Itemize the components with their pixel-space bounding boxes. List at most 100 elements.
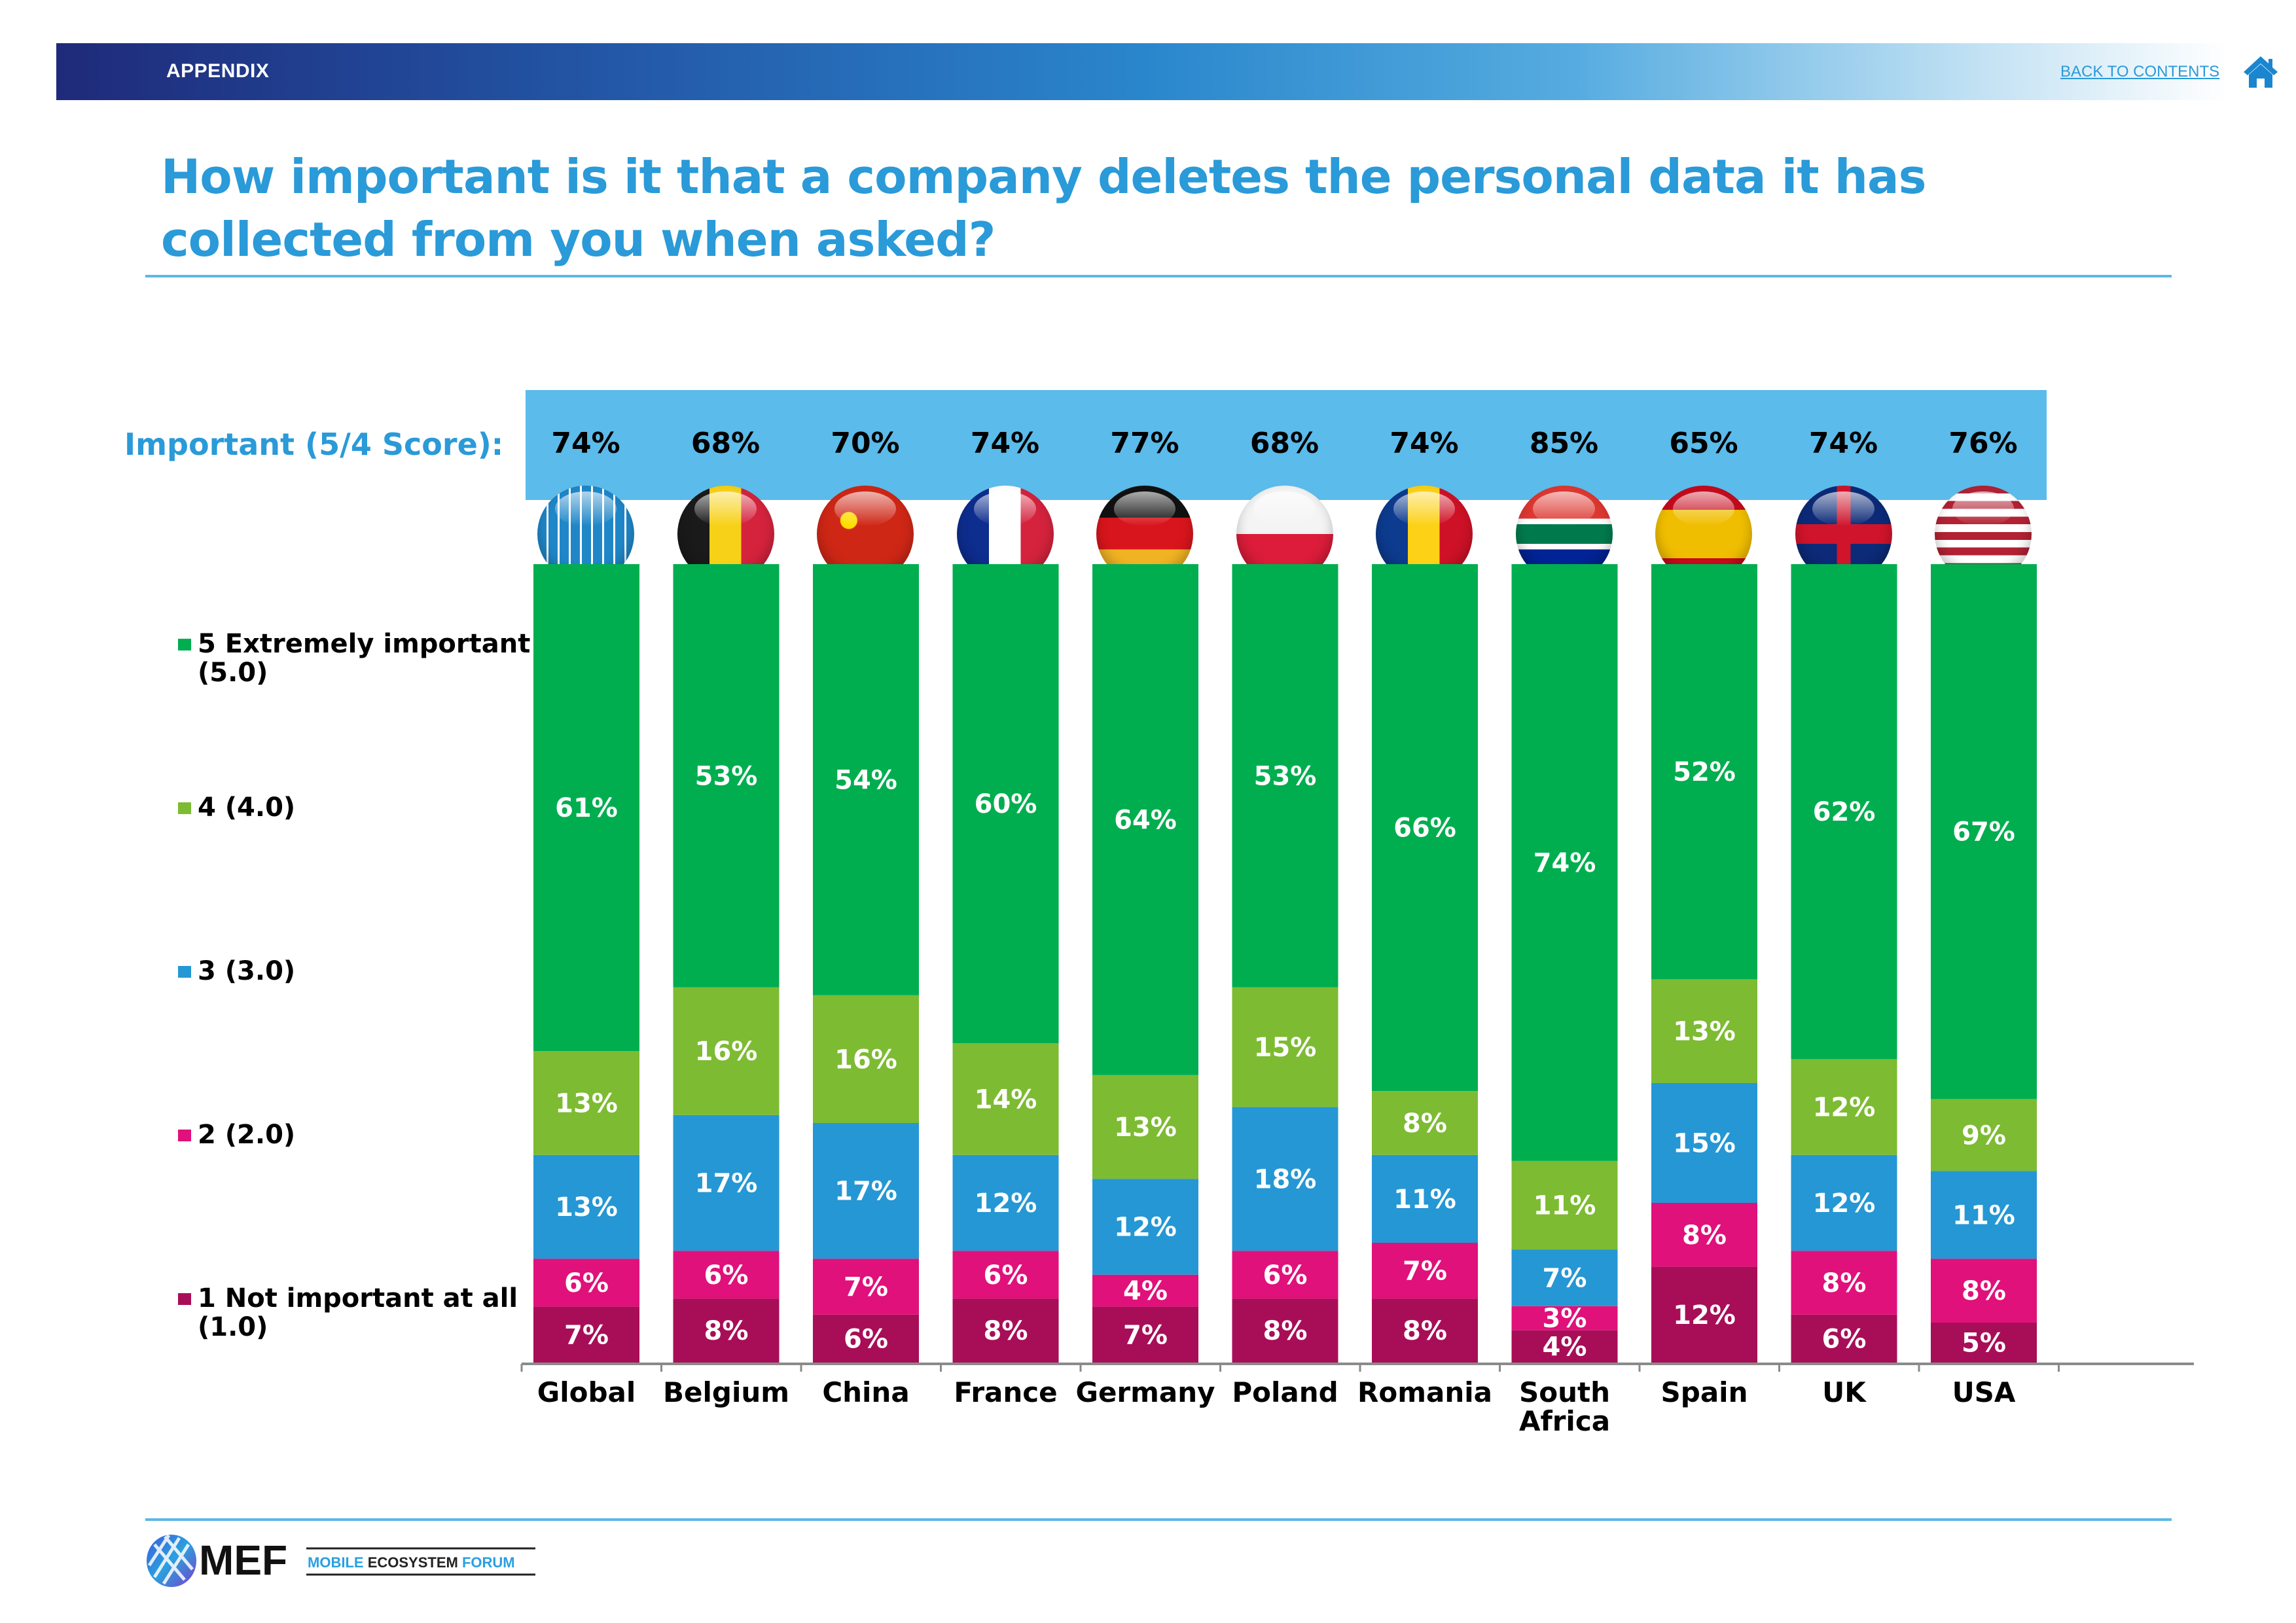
bar-segment-s1-usa — [1931, 1323, 2037, 1363]
data-label-s5-belgium: 53% — [695, 761, 758, 791]
legend-swatch-s5 — [178, 639, 191, 651]
data-label-s1-uk: 6% — [1822, 1324, 1867, 1354]
data-label-s3-france: 12% — [975, 1188, 1037, 1219]
score-value-poland: 68% — [1249, 427, 1319, 460]
score-row-label: Important (5/4 Score): — [124, 427, 504, 462]
data-label-s5-poland: 53% — [1254, 761, 1317, 791]
data-label-s1-usa: 5% — [1962, 1329, 2006, 1359]
data-label-s3-china: 17% — [834, 1177, 897, 1207]
score-value-uk: 74% — [1808, 427, 1878, 460]
data-label-s4-global: 13% — [555, 1089, 618, 1119]
data-label-s5-china: 54% — [834, 765, 897, 795]
bar-segment-s3-global — [533, 1154, 639, 1259]
bar-segment-s4-romania — [1372, 1091, 1478, 1155]
category-label-germany: Germany — [1075, 1376, 1215, 1408]
data-label-s5-germany: 64% — [1114, 805, 1177, 835]
data-label-s3-romania: 11% — [1393, 1185, 1456, 1215]
bar-segment-s4-china — [813, 995, 919, 1123]
bar-segment-s3-poland — [1232, 1107, 1338, 1251]
back-to-contents-link[interactable]: BACK TO CONTENTS — [2060, 63, 2220, 80]
bar-segment-s2-uk — [1791, 1251, 1897, 1315]
title-divider — [145, 275, 2172, 277]
score-value-global: 74% — [551, 427, 620, 460]
data-label-s3-belgium: 17% — [695, 1169, 758, 1199]
bar-segment-s5-china — [813, 564, 919, 995]
romania-flag-icon — [1376, 486, 1473, 582]
data-label-s2-south-africa: 3% — [1543, 1304, 1587, 1334]
data-label-s2-uk: 8% — [1822, 1268, 1867, 1298]
data-label-s2-romania: 7% — [1403, 1257, 1447, 1287]
logo-mark: MEF — [199, 1537, 287, 1584]
bar-segment-s4-usa — [1931, 1099, 2037, 1171]
data-label-s4-china: 16% — [834, 1044, 897, 1075]
page-title: How important is it that a company delet… — [161, 149, 1926, 267]
bar-segment-s1-france — [952, 1298, 1059, 1363]
bar-segment-s1-romania — [1372, 1298, 1478, 1363]
data-label-s4-romania: 8% — [1403, 1109, 1447, 1139]
data-label-s5-usa: 67% — [1952, 817, 2015, 847]
bar-segment-s5-south-africa — [1511, 564, 1618, 1161]
data-label-s5-spain: 52% — [1673, 757, 1736, 787]
category-label-china: China — [822, 1376, 909, 1408]
data-label-s3-spain: 15% — [1673, 1129, 1736, 1159]
bar-segment-s1-uk — [1791, 1314, 1897, 1363]
header-bar: APPENDIX BACK TO CONTENTS — [56, 43, 2278, 100]
data-label-s3-usa: 11% — [1952, 1200, 2015, 1230]
legend-swatch-s1 — [178, 1293, 191, 1305]
bar-segment-s2-germany — [1092, 1274, 1198, 1307]
data-label-s4-south-africa: 11% — [1534, 1191, 1596, 1221]
section-label: APPENDIX — [166, 60, 270, 82]
bar-segment-s1-poland — [1232, 1298, 1338, 1363]
bar-segment-s4-uk — [1791, 1059, 1897, 1155]
data-label-s4-poland: 15% — [1254, 1033, 1317, 1063]
bar-segment-s5-spain — [1651, 564, 1757, 980]
data-label-s4-usa: 9% — [1962, 1120, 2006, 1150]
bar-segment-s5-poland — [1232, 564, 1338, 988]
legend-label-s3: 3 (3.0) — [198, 956, 296, 986]
legend-label-s5: 5 Extremely important (5.0) — [198, 629, 531, 688]
data-label-s3-global: 13% — [555, 1192, 618, 1222]
bar-segment-s2-global — [533, 1258, 639, 1307]
score-value-south-africa: 85% — [1529, 427, 1599, 460]
bar-segment-s2-france — [952, 1251, 1059, 1299]
bar-segment-s5-belgium — [673, 564, 780, 988]
mef-logo: MEF MOBILE ECOSYSTEM FORUM — [147, 1534, 535, 1587]
bar-segment-s2-usa — [1931, 1258, 2037, 1323]
data-label-s3-poland: 18% — [1254, 1164, 1317, 1194]
bar-segment-s3-romania — [1372, 1154, 1478, 1243]
data-label-s3-south-africa: 7% — [1543, 1264, 1587, 1294]
bar-segment-s3-usa — [1931, 1171, 2037, 1259]
bar-segment-s1-global — [533, 1306, 639, 1363]
bar-segment-s5-germany — [1092, 564, 1198, 1075]
score-value-germany: 77% — [1110, 427, 1179, 460]
data-label-s4-spain: 13% — [1673, 1017, 1736, 1047]
score-value-usa: 76% — [1948, 427, 2018, 460]
bar-segment-s4-global — [533, 1051, 639, 1155]
legend-swatch-s3 — [178, 966, 191, 978]
bar-segment-s1-spain — [1651, 1266, 1757, 1363]
category-label-usa: USA — [1952, 1376, 2016, 1408]
score-band — [526, 390, 2047, 500]
category-label-global: Global — [537, 1376, 636, 1408]
score-value-spain: 65% — [1669, 427, 1738, 460]
home-icon[interactable] — [2242, 55, 2279, 89]
data-label-s1-south-africa: 4% — [1543, 1332, 1587, 1362]
data-label-s4-uk: 12% — [1813, 1093, 1876, 1123]
bar-segment-s1-germany — [1092, 1306, 1198, 1363]
bar-segment-s5-global — [533, 564, 639, 1052]
score-value-france: 74% — [970, 427, 1040, 460]
bar-segment-s3-belgium — [673, 1115, 780, 1251]
legend-label-s2: 2 (2.0) — [198, 1120, 296, 1150]
bar-segment-s3-spain — [1651, 1083, 1757, 1203]
legend-label-s4: 4 (4.0) — [198, 793, 296, 823]
score-value-romania: 74% — [1390, 427, 1459, 460]
data-label-s2-china: 7% — [844, 1272, 888, 1302]
legend-swatch-s4 — [178, 802, 191, 814]
bar-segment-s2-spain — [1651, 1203, 1757, 1267]
data-label-s5-uk: 62% — [1813, 797, 1876, 827]
legend-label-s1: 1 Not important at all (1.0) — [198, 1283, 518, 1342]
bar-segment-s5-france — [952, 564, 1059, 1043]
category-label-south-africa: South Africa — [1519, 1376, 1610, 1437]
bar-segment-s2-china — [813, 1258, 919, 1315]
category-label-spain: Spain — [1661, 1376, 1748, 1408]
